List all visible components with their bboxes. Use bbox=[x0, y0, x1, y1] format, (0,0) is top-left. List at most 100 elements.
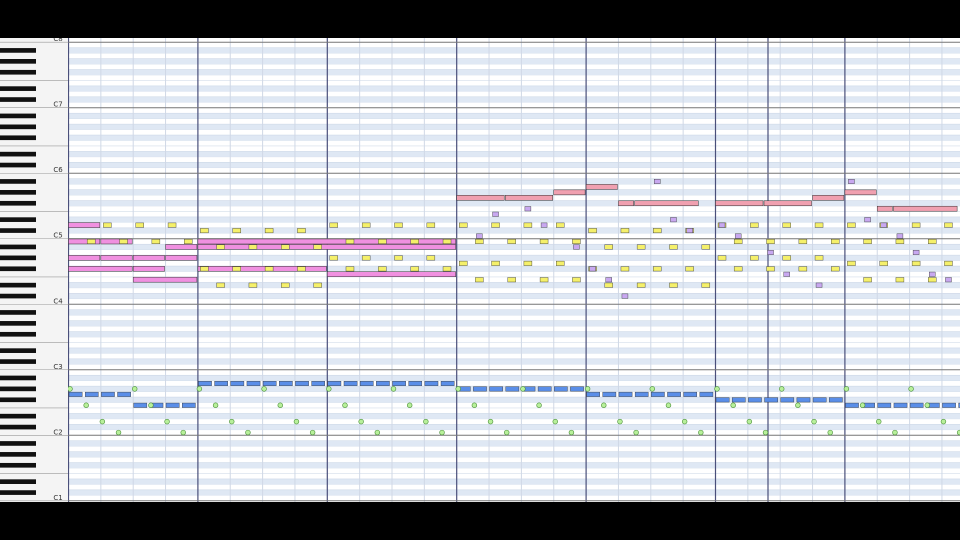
note-bass[interactable] bbox=[376, 381, 390, 386]
note-yellow[interactable] bbox=[539, 277, 549, 283]
note-yellow[interactable] bbox=[685, 266, 694, 272]
piano-black-key[interactable] bbox=[0, 452, 36, 457]
note-yellow[interactable] bbox=[572, 239, 581, 244]
note-lead[interactable] bbox=[618, 200, 634, 207]
note-strings[interactable] bbox=[68, 238, 101, 245]
note-yellow[interactable] bbox=[539, 239, 549, 244]
note-percussion[interactable] bbox=[568, 429, 575, 436]
note-bass[interactable] bbox=[440, 381, 455, 386]
note-strings[interactable] bbox=[100, 238, 133, 245]
note-yellow[interactable] bbox=[507, 239, 516, 244]
note-strings[interactable] bbox=[165, 244, 198, 250]
note-percussion[interactable] bbox=[326, 386, 332, 392]
note-strings[interactable] bbox=[68, 266, 133, 272]
note-yellow[interactable] bbox=[604, 244, 613, 250]
note-percussion[interactable] bbox=[99, 418, 106, 425]
note-strings[interactable] bbox=[327, 271, 456, 277]
note-bass[interactable] bbox=[796, 397, 811, 403]
note-percussion[interactable] bbox=[212, 402, 219, 408]
note-yellow[interactable] bbox=[620, 266, 630, 272]
piano-black-key[interactable] bbox=[0, 359, 36, 364]
note-yellow[interactable] bbox=[620, 228, 630, 234]
note-percussion[interactable] bbox=[487, 418, 494, 425]
note-yellow[interactable] bbox=[297, 228, 306, 234]
note-yellow[interactable] bbox=[459, 222, 468, 228]
note-yellow[interactable] bbox=[410, 266, 419, 272]
note-yellow[interactable] bbox=[653, 266, 662, 272]
note-percussion[interactable] bbox=[811, 418, 817, 425]
note-bass[interactable] bbox=[182, 402, 196, 408]
note-strings[interactable] bbox=[100, 255, 133, 261]
note-bass[interactable] bbox=[230, 381, 245, 386]
note-percussion[interactable] bbox=[795, 402, 801, 408]
piano-black-key[interactable] bbox=[0, 86, 36, 91]
note-yellow[interactable] bbox=[863, 277, 872, 283]
note-bass[interactable] bbox=[586, 391, 600, 397]
note-percussion[interactable] bbox=[504, 429, 510, 436]
note-percussion[interactable] bbox=[924, 402, 930, 408]
note-percussion[interactable] bbox=[665, 402, 672, 408]
note-bass[interactable] bbox=[699, 391, 714, 397]
note-yellow[interactable] bbox=[491, 260, 500, 266]
note-bass[interactable] bbox=[311, 381, 326, 386]
note-bass[interactable] bbox=[893, 402, 908, 408]
note-percussion[interactable] bbox=[439, 429, 445, 436]
note-yellow[interactable] bbox=[944, 260, 953, 266]
note-yellow[interactable] bbox=[281, 282, 290, 288]
note-yellow[interactable] bbox=[426, 222, 436, 228]
note-bass[interactable] bbox=[909, 402, 924, 408]
note-bass[interactable] bbox=[667, 391, 681, 397]
note-yellow[interactable] bbox=[151, 239, 161, 244]
piano-black-key[interactable] bbox=[0, 113, 36, 119]
note-strings[interactable] bbox=[68, 255, 101, 261]
note-yellow[interactable] bbox=[928, 277, 937, 283]
note-percussion[interactable] bbox=[115, 429, 122, 436]
note-bass[interactable] bbox=[214, 381, 228, 386]
note-percussion[interactable] bbox=[423, 418, 429, 425]
piano-black-key[interactable] bbox=[0, 441, 36, 446]
note-bass[interactable] bbox=[279, 381, 293, 386]
note-yellow[interactable] bbox=[733, 266, 743, 272]
note-percussion[interactable] bbox=[698, 429, 704, 436]
note-lead[interactable] bbox=[715, 200, 764, 207]
note-bass[interactable] bbox=[165, 402, 180, 408]
note-yellow[interactable] bbox=[103, 222, 112, 228]
note-yellow[interactable] bbox=[507, 277, 516, 283]
note-strings[interactable] bbox=[197, 244, 456, 250]
note-bass[interactable] bbox=[117, 391, 131, 397]
note-percussion[interactable] bbox=[552, 418, 558, 425]
piano-black-key[interactable] bbox=[0, 69, 36, 75]
note-lavender[interactable] bbox=[573, 244, 580, 250]
note-lavender[interactable] bbox=[734, 233, 742, 239]
note-yellow[interactable] bbox=[636, 244, 646, 250]
note-yellow[interactable] bbox=[264, 228, 274, 234]
note-yellow[interactable] bbox=[750, 222, 759, 228]
note-lavender[interactable] bbox=[912, 249, 920, 255]
note-percussion[interactable] bbox=[649, 386, 655, 392]
note-yellow[interactable] bbox=[361, 255, 371, 261]
note-lavender[interactable] bbox=[815, 282, 823, 288]
piano-black-key[interactable] bbox=[0, 190, 36, 195]
note-yellow[interactable] bbox=[669, 244, 678, 250]
note-yellow[interactable] bbox=[895, 239, 905, 244]
note-yellow[interactable] bbox=[345, 239, 355, 244]
note-lavender[interactable] bbox=[848, 179, 855, 184]
note-bass[interactable] bbox=[715, 397, 730, 403]
note-bass[interactable] bbox=[489, 386, 503, 392]
note-yellow[interactable] bbox=[766, 239, 775, 244]
note-yellow[interactable] bbox=[701, 244, 711, 250]
note-percussion[interactable] bbox=[746, 418, 753, 425]
note-yellow[interactable] bbox=[572, 277, 581, 283]
piano-keyboard[interactable]: C8 C7 C6 C5 C4 C3 C2 C1 bbox=[0, 38, 69, 502]
note-lavender[interactable] bbox=[670, 217, 677, 223]
note-yellow[interactable] bbox=[491, 222, 500, 228]
note-yellow[interactable] bbox=[394, 255, 403, 261]
note-percussion[interactable] bbox=[730, 402, 736, 408]
piano-black-key[interactable] bbox=[0, 135, 36, 141]
note-yellow[interactable] bbox=[135, 222, 144, 228]
note-yellow[interactable] bbox=[847, 260, 856, 266]
note-lavender[interactable] bbox=[896, 233, 904, 239]
note-yellow[interactable] bbox=[911, 260, 921, 266]
note-lavender[interactable] bbox=[880, 222, 887, 228]
note-bass[interactable] bbox=[343, 381, 358, 386]
